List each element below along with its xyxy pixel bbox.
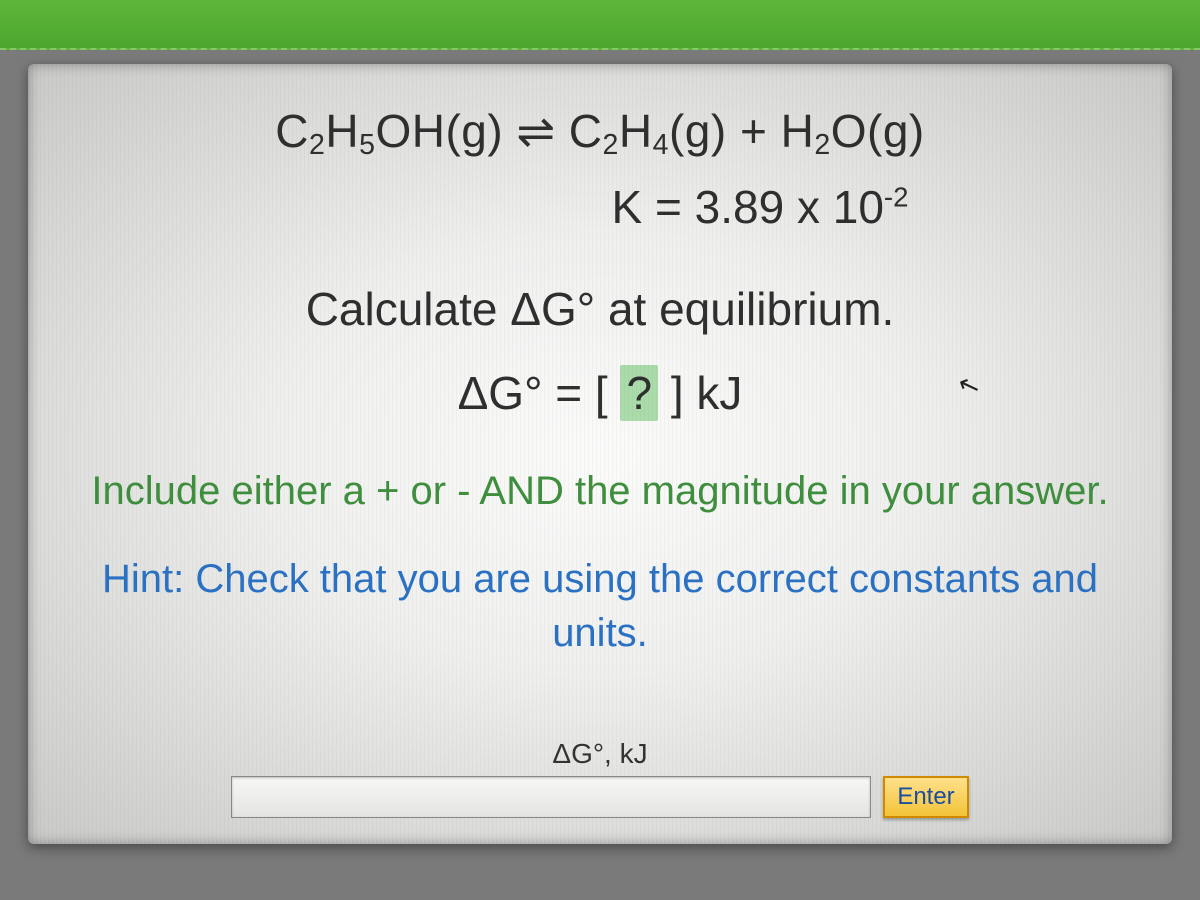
dg-prefix: ΔG° = [ — [458, 367, 608, 419]
card-wrap: C2H5OH(g) ⇌ C2H4(g) + H2O(g) K = 3.89 x … — [0, 50, 1200, 868]
dg-suffix: ] kJ — [671, 367, 743, 419]
problem-card: C2H5OH(g) ⇌ C2H4(g) + H2O(g) K = 3.89 x … — [28, 64, 1172, 844]
delta-g-line: ΔG° = [ ? ] kJ — [78, 366, 1122, 420]
answer-controls: Enter — [78, 776, 1122, 818]
top-bar — [0, 0, 1200, 50]
calculate-prompt: Calculate ΔG° at equilibrium. — [78, 282, 1122, 336]
reactant: C2H5OH(g) — [275, 105, 503, 157]
answer-placeholder-box: ? — [620, 365, 658, 421]
product-2: H2O(g) — [781, 105, 925, 157]
k-label: K = — [612, 181, 682, 233]
sign-magnitude-instruction: Include either a + or - AND the magnitud… — [78, 464, 1122, 518]
chemical-equation: C2H5OH(g) ⇌ C2H4(g) + H2O(g) — [78, 104, 1122, 162]
answer-input[interactable] — [231, 776, 871, 818]
k-value: 3.89 x 10-2 — [695, 181, 909, 233]
enter-button[interactable]: Enter — [883, 776, 968, 818]
product-1: C2H4(g) — [569, 105, 727, 157]
equilibrium-constant-line: K = 3.89 x 10-2 — [78, 180, 1122, 234]
plus-sign: + — [740, 105, 767, 157]
equilibrium-arrow: ⇌ — [516, 105, 555, 157]
answer-label: ΔG°, kJ — [78, 738, 1122, 770]
answer-row: ΔG°, kJ Enter — [28, 738, 1172, 818]
constants-hint: Hint: Check that you are using the corre… — [78, 552, 1122, 660]
